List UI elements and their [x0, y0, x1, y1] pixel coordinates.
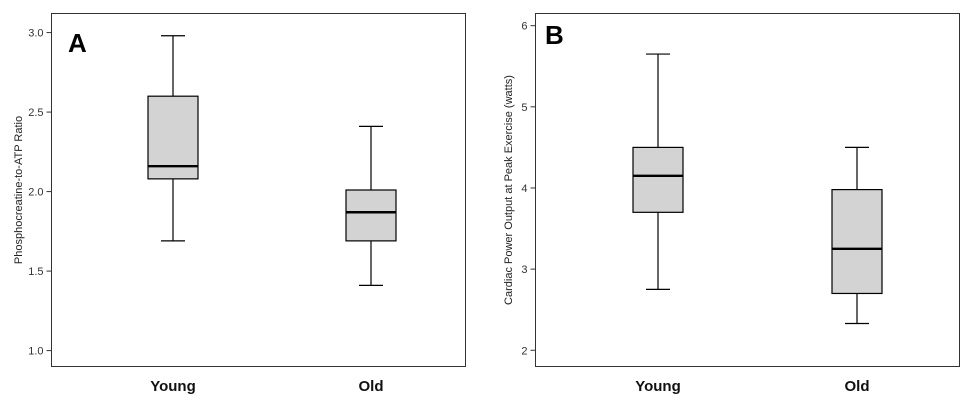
panel-a-y-axis-title: Phosphocreatine-to-ATP Ratio — [13, 116, 25, 264]
panel-b-category-label-young: Young — [635, 378, 681, 395]
panel-a-category-label-young: Young — [150, 378, 196, 395]
panel-a-category-labels: Young Old — [150, 378, 383, 395]
panel-b-y-axis-title: Cardiac Power Output at Peak Exercise (w… — [503, 75, 515, 305]
panel-b-category-label-old: Old — [845, 378, 870, 395]
panel-b-svg: B Cardiac Power Output at Peak Exercise … — [503, 13, 960, 395]
panel-b-boxes — [632, 53, 883, 325]
panel-b-old-box — [831, 188, 883, 295]
panel-a-category-label-old: Old — [359, 378, 384, 395]
panel-a-y-tick-label-1: 1.5 — [28, 266, 43, 278]
panel-a-old-box — [345, 189, 397, 242]
panel-a-plot-frame — [51, 13, 466, 367]
panel-b-y-tick-label-3: 5 — [521, 102, 527, 114]
panel-b-y-tick-label-2: 4 — [521, 183, 527, 195]
panel-a-y-ticks: 1.0 1.5 2.0 2.5 3.0 — [28, 28, 52, 358]
panel-b-plot-frame — [535, 13, 960, 367]
panel-b-letter: B — [545, 20, 564, 50]
panel-a-letter: A — [68, 28, 87, 58]
panel-a-boxes — [147, 35, 397, 287]
panel-a-y-tick-label-0: 1.0 — [28, 346, 43, 358]
panel-b-y-ticks: 2 3 4 5 6 — [521, 21, 536, 357]
panel-b-y-tick-label-4: 6 — [521, 21, 527, 33]
panel-b-chart: B Cardiac Power Output at Peak Exercise … — [487, 0, 974, 397]
panel-a-y-tick-label-2: 2.0 — [28, 187, 43, 199]
panel-a-svg: A Phosphocreatine-to-ATP Ratio 1.0 1.5 2.0… — [13, 13, 466, 395]
panel-a-chart: A Phosphocreatine-to-ATP Ratio 1.0 1.5 2.0… — [13, 13, 466, 395]
panel-a-y-tick-label-3: 2.5 — [28, 107, 43, 119]
panel-b-category-labels: Young Old — [635, 378, 869, 395]
panel-b-young-box — [632, 146, 684, 213]
panel-b-y-tick-label-0: 2 — [521, 345, 527, 357]
panel-a-y-tick-label-4: 3.0 — [28, 28, 43, 40]
panel-b-y-tick-label-1: 3 — [521, 264, 527, 276]
